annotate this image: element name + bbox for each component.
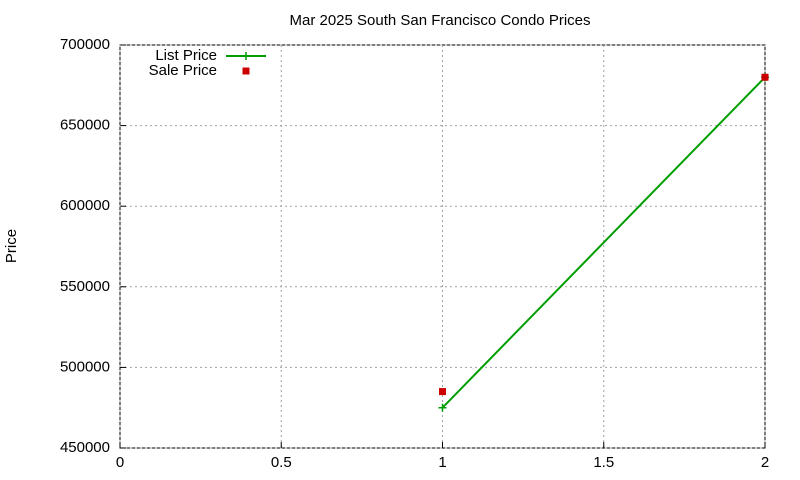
y-tick-label: 500000 (60, 358, 110, 375)
legend-label: List Price (155, 47, 217, 64)
x-tick-label: 2 (761, 454, 769, 471)
y-tick-label: 450000 (60, 439, 110, 456)
y-tick-label: 600000 (60, 197, 110, 214)
y-tick-label: 650000 (60, 117, 110, 134)
series-line (441, 76, 766, 409)
legend-label: Sale Price (149, 62, 217, 79)
x-tick-label: 1 (438, 454, 446, 471)
point (438, 403, 447, 412)
chart-title: Mar 2025 South San Francisco Condo Price… (290, 12, 591, 29)
x-tick-label: 0 (116, 454, 124, 471)
x-tick-label: 0.5 (271, 454, 292, 471)
legend-marker (242, 52, 250, 60)
point (761, 73, 769, 81)
x-tick-label: 1.5 (593, 454, 614, 471)
y-tick-label: 550000 (60, 278, 110, 295)
y-axis-label: Price (3, 229, 20, 263)
y-tick-label: 700000 (60, 36, 110, 53)
legend-marker (242, 67, 250, 75)
point (439, 388, 446, 396)
